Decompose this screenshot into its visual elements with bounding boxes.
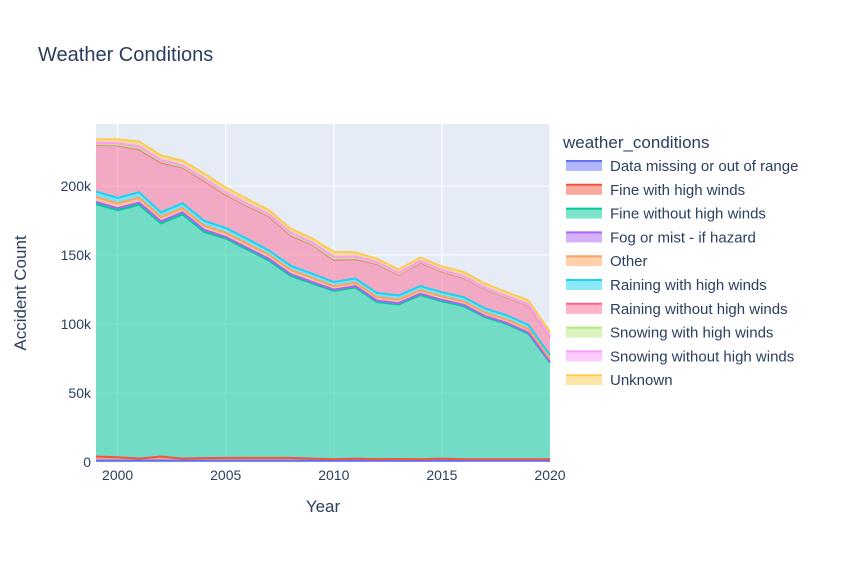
series-line-8 bbox=[95, 141, 551, 337]
area-series-6 bbox=[96, 144, 550, 356]
legend-item[interactable]: Raining with high winds bbox=[566, 277, 767, 294]
y-tick-label: 200k bbox=[61, 178, 92, 194]
legend-item[interactable]: Data missing or out of range bbox=[566, 158, 798, 175]
series-line-5 bbox=[95, 190, 551, 356]
series-line-1 bbox=[95, 455, 550, 461]
legend: weather_conditions Data missing or out o… bbox=[562, 133, 798, 389]
legend-label: Unknown bbox=[610, 372, 673, 389]
legend-swatch bbox=[566, 351, 602, 362]
legend-item[interactable]: Unknown bbox=[566, 372, 673, 389]
legend-swatch bbox=[566, 256, 602, 267]
legend-swatch bbox=[566, 280, 602, 290]
y-tick-label: 50k bbox=[68, 385, 92, 401]
legend-label: Fine with high winds bbox=[610, 182, 745, 199]
x-tick-label: 2015 bbox=[426, 467, 457, 483]
legend-label: Fine without high winds bbox=[610, 206, 766, 223]
x-tick-label: 2000 bbox=[102, 467, 133, 483]
x-tick-label: 2005 bbox=[210, 467, 241, 483]
series-line-9 bbox=[96, 138, 551, 333]
y-tick-label: 100k bbox=[61, 316, 92, 332]
legend-item[interactable]: Snowing without high winds bbox=[566, 348, 794, 365]
legend-swatch bbox=[566, 232, 602, 243]
area-series-2 bbox=[96, 204, 550, 460]
legend-item[interactable]: Snowing with high winds bbox=[566, 325, 773, 342]
legend-item[interactable]: Fine with high winds bbox=[566, 182, 745, 199]
legend-label: Other bbox=[610, 253, 648, 270]
legend-swatch bbox=[566, 161, 602, 171]
series-line-2 bbox=[95, 203, 551, 364]
y-axis-ticks: 0 50k 100k 150k 200k bbox=[61, 178, 92, 470]
legend-label: Raining without high winds bbox=[610, 301, 788, 318]
x-axis-ticks: 2000 2005 2010 2015 2020 bbox=[102, 467, 566, 483]
x-tick-label: 2020 bbox=[534, 467, 565, 483]
legend-swatch bbox=[566, 184, 602, 195]
series-line-4 bbox=[95, 196, 551, 360]
legend-label: Raining with high winds bbox=[610, 277, 767, 294]
legend-item[interactable]: Fine without high winds bbox=[566, 206, 766, 223]
legend-item[interactable]: Fog or mist - if hazard bbox=[566, 229, 756, 246]
legend-label: Data missing or out of range bbox=[610, 158, 798, 175]
x-axis-title: Year bbox=[306, 497, 341, 516]
legend-label: Fog or mist - if hazard bbox=[610, 229, 756, 246]
legend-label: Snowing with high winds bbox=[610, 325, 773, 342]
y-tick-label: 150k bbox=[61, 247, 92, 263]
y-axis-title: Accident Count bbox=[11, 235, 30, 351]
x-tick-label: 2010 bbox=[318, 467, 349, 483]
legend-swatch bbox=[566, 303, 602, 314]
legend-item[interactable]: Raining without high winds bbox=[566, 301, 788, 318]
legend-title: weather_conditions bbox=[562, 133, 709, 152]
series-line-3 bbox=[95, 200, 551, 363]
y-tick-label: 0 bbox=[83, 454, 91, 470]
legend-swatch bbox=[566, 375, 602, 386]
legend-swatch bbox=[566, 208, 602, 219]
legend-item[interactable]: Other bbox=[566, 253, 648, 270]
legend-swatch bbox=[566, 327, 602, 338]
legend-label: Snowing without high winds bbox=[610, 348, 794, 365]
series-lines bbox=[95, 138, 551, 462]
chart-title: Weather Conditions bbox=[38, 44, 213, 66]
